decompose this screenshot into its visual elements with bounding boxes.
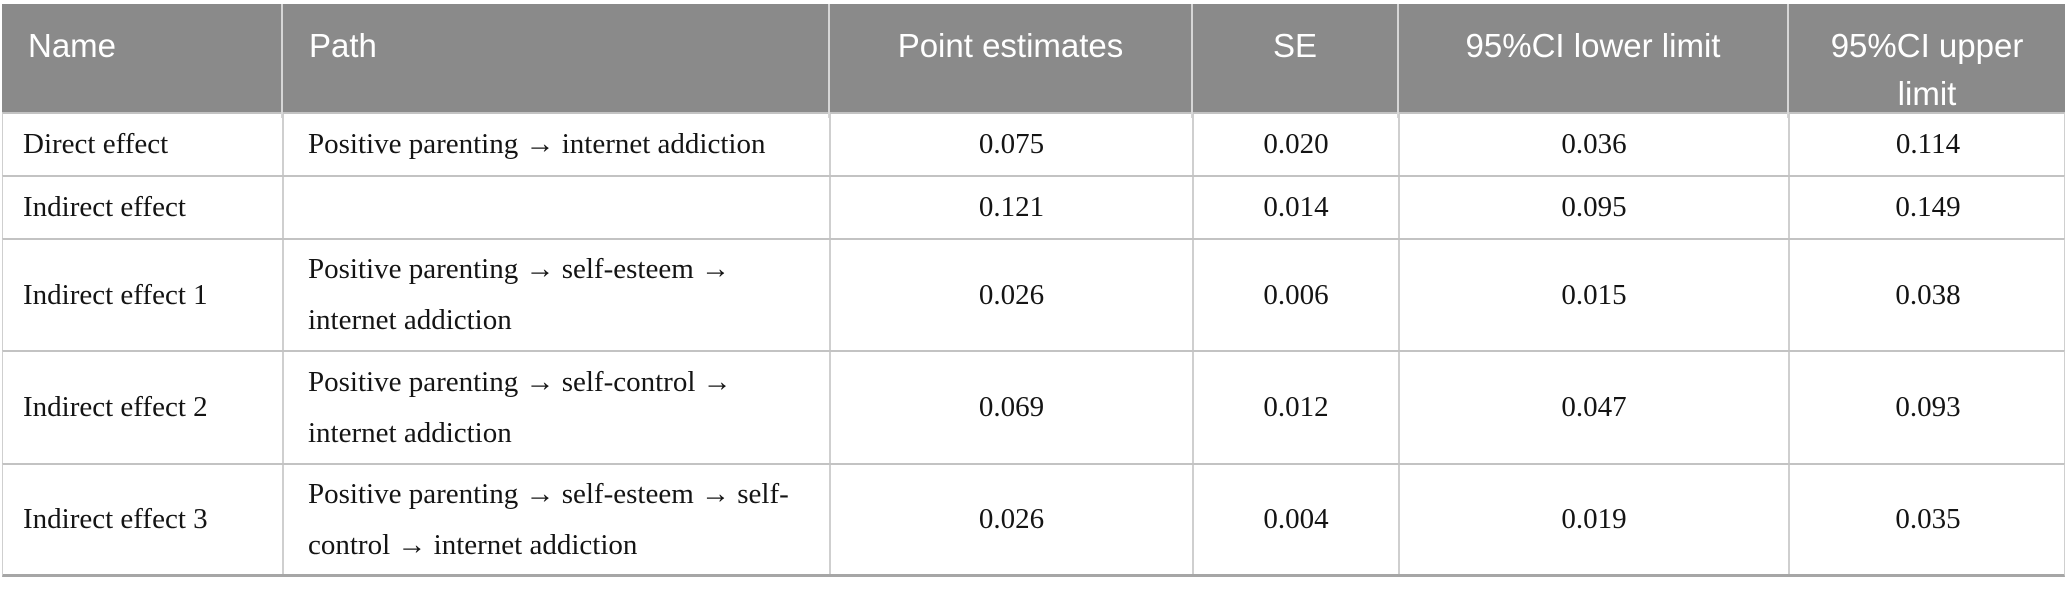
cell-ci-upper: 0.038	[1895, 278, 1961, 311]
cell-name: Indirect effect 1	[3, 240, 284, 350]
table-row-indirect-effect-2: Indirect effect 2 Positive parenting → s…	[2, 350, 2065, 463]
cell-ci-lower: 0.015	[1400, 240, 1790, 350]
cell-name: Indirect effect	[3, 177, 284, 238]
header-cell-ci-upper: 95%CI upper limit	[1830, 27, 2024, 112]
cell-name: Indirect effect 3	[3, 465, 284, 574]
cell-point-estimate: 0.075	[831, 114, 1194, 175]
header-row: Name Path Point estimates SE 95%CI lower…	[2, 4, 2065, 118]
header-cell-point-estimates: Point estimates	[830, 4, 1193, 118]
table-row-indirect-effect-1: Indirect effect 1 Positive parenting → s…	[2, 238, 2065, 350]
cell-point-estimate: 0.121	[831, 177, 1194, 238]
cell-ci-upper: 0.149	[1895, 191, 1961, 223]
cell-se: 0.006	[1194, 240, 1400, 350]
cell-point-estimate: 0.026	[831, 465, 1194, 574]
cell-ci-upper: 0.035	[1895, 503, 1961, 535]
header-cell-name: Name	[2, 4, 283, 118]
table-row-indirect-effect: Indirect effect 0.121 0.014 0.095 0.149	[2, 175, 2065, 238]
cell-se: 0.012	[1194, 352, 1400, 463]
cell-name: Indirect effect 2	[3, 352, 284, 463]
cell-point-estimate: 0.026	[831, 240, 1194, 350]
header-cell-se: SE	[1193, 4, 1399, 118]
table-row-indirect-effect-3: Indirect effect 3 Positive parenting → s…	[2, 463, 2065, 577]
mediation-effects-table: Name Path Point estimates SE 95%CI lower…	[2, 4, 2065, 577]
cell-ci-lower: 0.095	[1400, 177, 1790, 238]
cell-se: 0.020	[1194, 114, 1400, 175]
cell-ci-upper: 0.093	[1895, 391, 1961, 423]
cell-name: Direct effect	[3, 114, 284, 175]
header-cell-path: Path	[283, 4, 830, 118]
cell-path: Positive parenting → self-esteem → self-…	[284, 465, 831, 574]
cell-ci-lower: 0.019	[1400, 465, 1790, 574]
cell-path: Positive parenting → self-control → inte…	[284, 352, 831, 463]
table-header: Name Path Point estimates SE 95%CI lower…	[2, 4, 2065, 118]
cell-se: 0.014	[1194, 177, 1400, 238]
cell-ci-lower: 0.047	[1400, 352, 1790, 463]
cell-ci-lower: 0.036	[1400, 114, 1790, 175]
table-row-direct-effect: Direct effect Positive parenting → inter…	[2, 112, 2065, 175]
cell-ci-upper: 0.114	[1895, 128, 1961, 160]
cell-path: Positive parenting → internet addiction	[284, 114, 831, 175]
header-cell-ci-lower: 95%CI lower limit	[1399, 4, 1789, 118]
table-body: Direct effect Positive parenting → inter…	[2, 112, 2065, 577]
cell-path: Positive parenting → self-esteem → inter…	[284, 240, 831, 350]
cell-path	[284, 177, 831, 238]
cell-point-estimate: 0.069	[831, 352, 1194, 463]
cell-se: 0.004	[1194, 465, 1400, 574]
